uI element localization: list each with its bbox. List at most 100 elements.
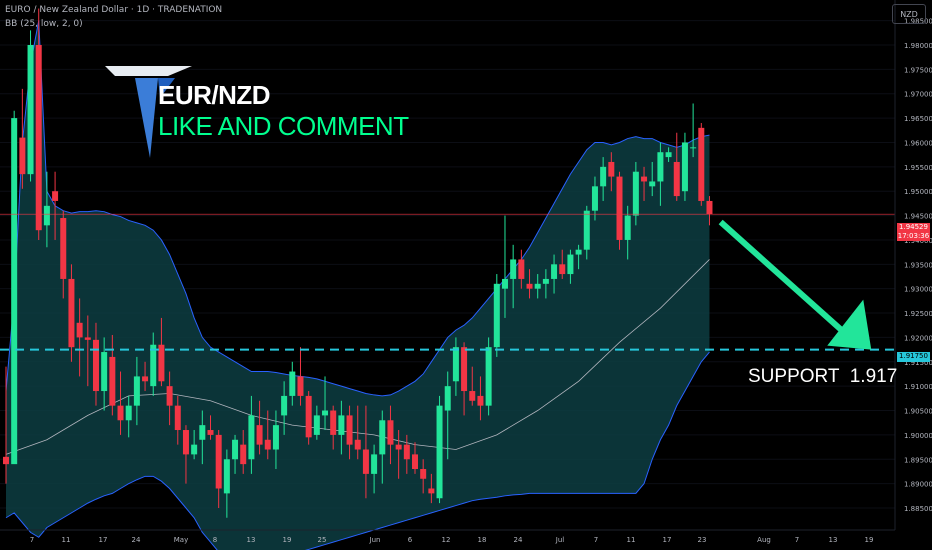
last-price-tag: 1.94529 17:03:36 <box>897 223 930 241</box>
candles <box>3 8 713 518</box>
candle-body <box>649 181 656 187</box>
candle-body <box>583 210 590 250</box>
time-tick-label: Jul <box>555 536 565 544</box>
candle <box>551 254 558 294</box>
time-tick-label: 8 <box>213 536 217 544</box>
candle <box>19 88 26 189</box>
candle-body <box>698 127 705 201</box>
candle <box>624 205 631 260</box>
candle-body <box>84 337 91 340</box>
time-tick-label: 17 <box>663 536 672 544</box>
candle-body <box>166 386 173 406</box>
candle-body <box>256 425 263 445</box>
candle-body <box>567 254 574 275</box>
time-tick-label: May <box>174 536 188 544</box>
candle-body <box>43 205 50 226</box>
candle <box>76 298 83 377</box>
candle-body <box>461 347 468 392</box>
candle-body <box>133 376 140 406</box>
candle <box>84 315 91 387</box>
candle-body <box>248 415 255 460</box>
candle <box>501 215 508 318</box>
candle <box>158 317 165 387</box>
currency-button[interactable]: NZD <box>892 4 926 24</box>
candle-body <box>624 215 631 240</box>
candle-body <box>289 371 296 396</box>
price-tick-label: 1.96000 <box>904 139 932 147</box>
time-tick-label: 19 <box>865 536 874 544</box>
candle <box>657 142 664 206</box>
bollinger-bands <box>5 20 710 550</box>
candle <box>109 334 116 416</box>
candle <box>199 410 206 465</box>
candle-body <box>68 278 75 348</box>
candle <box>469 366 476 406</box>
candle <box>542 269 549 299</box>
candle <box>346 405 353 460</box>
candle <box>297 347 304 406</box>
candle-body <box>142 376 149 382</box>
candle-body <box>109 356 116 406</box>
price-tick-label: 1.92000 <box>904 334 932 342</box>
candle <box>583 205 590 260</box>
candle <box>305 391 312 445</box>
candle <box>60 210 67 299</box>
candle-body <box>387 420 394 445</box>
candle <box>264 410 271 460</box>
arrow-shaft <box>718 219 846 334</box>
candle <box>461 342 468 416</box>
candle-body <box>223 459 230 494</box>
candle <box>493 274 500 357</box>
time-tick-label: Aug <box>757 536 771 544</box>
time-tick-label: 11 <box>627 536 636 544</box>
candle <box>248 395 255 474</box>
candle <box>338 400 345 455</box>
candle-body <box>150 344 157 387</box>
candle <box>641 166 648 201</box>
time-tick-label: 19 <box>283 536 292 544</box>
candle-body <box>35 45 42 231</box>
price-tick-label: 1.89500 <box>904 456 932 464</box>
price-tick-label: 1.88500 <box>904 505 932 513</box>
candle <box>510 244 517 309</box>
time-tick-label: 13 <box>829 536 838 544</box>
candle-body <box>706 200 713 215</box>
candle <box>43 171 50 248</box>
candle-body <box>518 259 525 279</box>
candle-body <box>354 439 361 450</box>
candle <box>256 400 263 455</box>
candle-body <box>117 405 124 421</box>
projection-arrow <box>718 219 872 350</box>
candle <box>371 444 378 494</box>
candle-body <box>444 386 451 411</box>
candle <box>101 337 108 411</box>
candle-body <box>436 405 443 499</box>
candle-body <box>3 456 9 465</box>
time-tick-label: 6 <box>408 536 413 544</box>
candle <box>526 269 533 299</box>
candle-body <box>76 322 83 338</box>
candle-body <box>510 259 517 279</box>
candle-body <box>313 415 320 435</box>
candle <box>379 410 386 484</box>
indicator-label[interactable]: BB (25, low, 2, 0) <box>5 19 83 29</box>
candle-body <box>551 264 558 279</box>
candle <box>289 361 296 406</box>
candle <box>240 430 247 474</box>
price-tick-label: 1.92500 <box>904 310 932 318</box>
candle-body <box>199 425 206 440</box>
candle <box>330 405 337 450</box>
candle-body <box>493 283 500 348</box>
candle-body <box>412 454 418 470</box>
candle <box>3 366 9 484</box>
symbol-title[interactable]: EURO / New Zealand Dollar · 1D · TRADENA… <box>5 5 223 15</box>
candle <box>681 132 688 201</box>
price-tick-label: 1.89000 <box>904 481 932 489</box>
candle <box>232 434 239 474</box>
candle-body <box>501 278 508 289</box>
support-price-tag: 1.91750 <box>897 352 930 362</box>
candle <box>27 30 34 182</box>
candle <box>534 274 541 299</box>
candle <box>591 176 598 221</box>
